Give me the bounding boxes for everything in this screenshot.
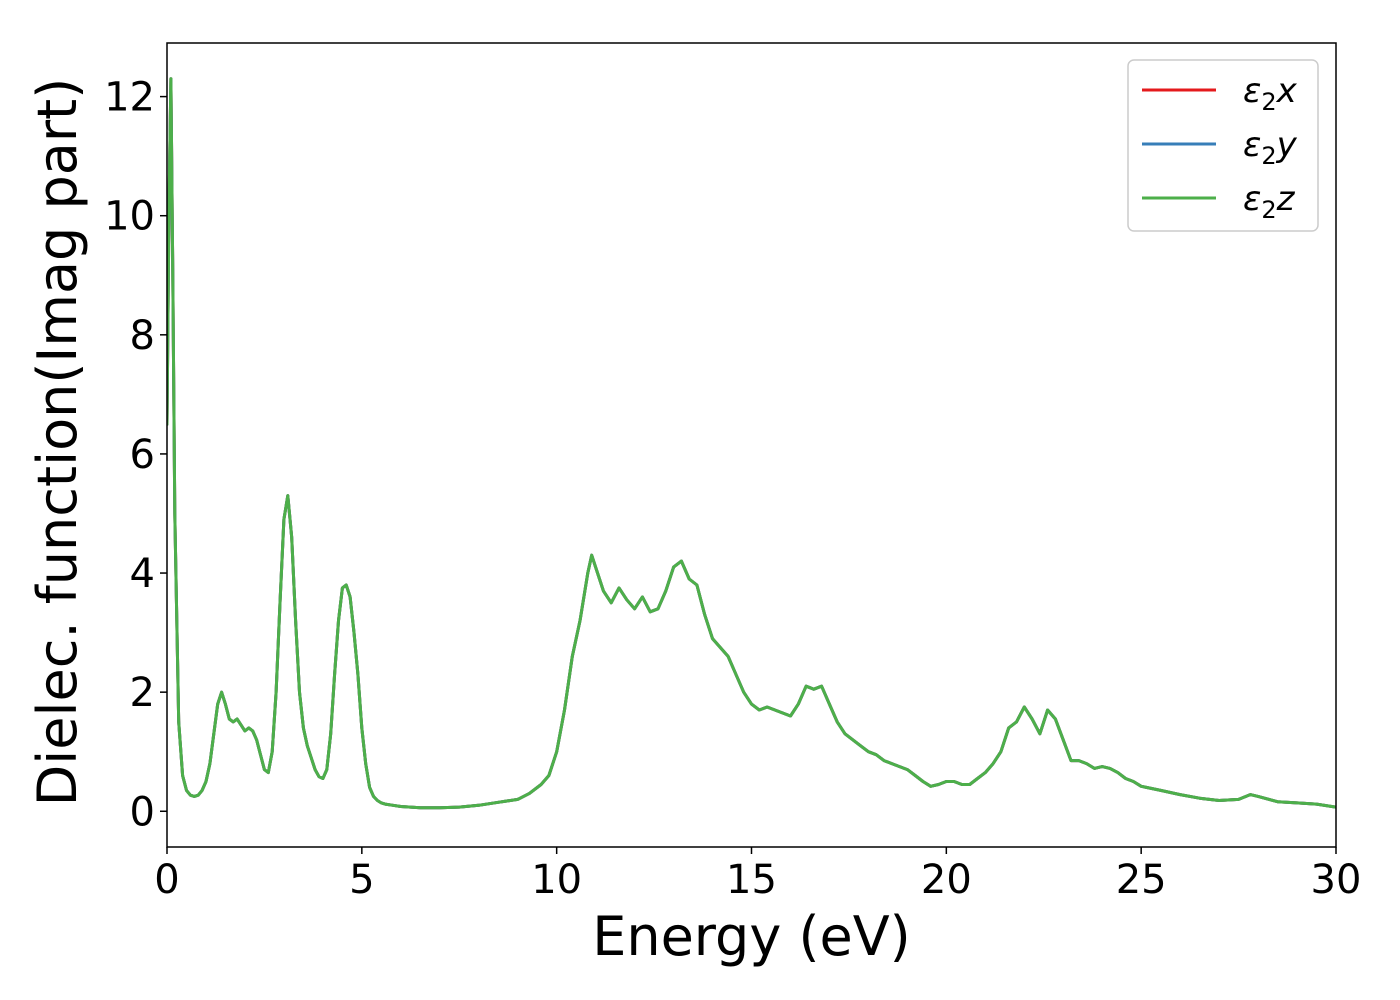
- y-tick-label: 2: [130, 670, 155, 716]
- legend-label: ε2y: [1243, 125, 1298, 170]
- legend-label: ε2z: [1243, 179, 1296, 224]
- x-tick-label: 20: [921, 857, 972, 903]
- legend-label: ε2x: [1243, 71, 1298, 116]
- y-axis-title: Dielec. function(Imag part): [26, 78, 89, 807]
- x-axis-title: Energy (eV): [592, 905, 911, 968]
- legend-item-x: ε2x: [1142, 71, 1298, 116]
- y-tick-label: 10: [104, 194, 155, 240]
- legend: ε2x ε2y ε2z: [1127, 59, 1319, 232]
- series-layer: [167, 77, 1336, 810]
- y-tick-label: 4: [130, 551, 155, 597]
- legend-item-z: ε2z: [1142, 179, 1296, 224]
- series-line-z: [167, 77, 1336, 810]
- x-tick-label: 5: [349, 857, 374, 903]
- x-tick-label: 0: [154, 857, 179, 903]
- x-tick-label: 10: [531, 857, 582, 903]
- y-tick-label: 12: [104, 75, 155, 121]
- legend-item-y: ε2y: [1142, 125, 1298, 170]
- y-tick-label: 8: [130, 313, 155, 359]
- y-axis: 0 2 4 6 8 10 12: [104, 75, 167, 835]
- y-tick-label: 6: [130, 432, 155, 478]
- x-tick-label: 30: [1311, 857, 1362, 903]
- x-axis: 0 5 10 15 20 25 30: [154, 847, 1361, 903]
- legend-frame: [1127, 59, 1319, 232]
- x-tick-label: 15: [726, 857, 777, 903]
- y-tick-label: 0: [130, 789, 155, 835]
- x-tick-label: 25: [1116, 857, 1167, 903]
